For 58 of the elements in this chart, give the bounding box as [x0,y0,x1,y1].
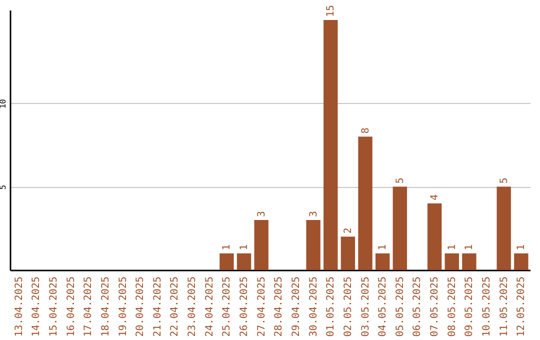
data-label: 5 [394,178,406,184]
x-tick-label: 11.05.2025 [498,276,510,337]
bar [427,203,442,270]
data-label: 1 [516,244,528,250]
bar [358,136,372,270]
x-tick-label: 24.04.2025 [204,276,216,337]
x-tick-label: 08.05.2025 [446,276,458,337]
x-tick-label: 17.04.2025 [83,276,94,337]
x-tick-label: 18.04.2025 [100,276,112,337]
x-tick-label: 02.05.2025 [342,276,354,337]
bar [375,253,390,270]
bar [236,253,252,270]
bar [306,220,320,270]
bar [444,253,459,270]
bar [324,20,338,270]
bar [514,253,528,270]
x-tick-label: 19.04.2025 [118,276,129,337]
data-label: 1 [239,244,250,250]
x-tick-label: 30.04.2025 [308,276,320,337]
x-tick-label: 15.04.2025 [48,276,60,337]
data-label: 5 [498,178,510,184]
x-tick-label: 12.05.2025 [516,276,528,337]
x-tick-label: 26.04.2025 [239,276,250,337]
data-label: 4 [430,194,441,200]
x-tick-label: 04.05.2025 [378,276,389,337]
x-tick-label: 13.04.2025 [14,276,25,337]
x-tick-label: 06.05.2025 [412,276,424,337]
data-label: 2 [342,228,354,234]
data-label: 3 [308,210,320,217]
x-tick-label: 21.04.2025 [152,276,164,337]
x-tick-label: 01.05.2025 [326,276,337,337]
bar [254,220,268,270]
x-tick-label: 07.05.2025 [430,276,441,337]
x-tick-label: 28.04.2025 [274,276,285,337]
bar [462,253,476,270]
x-tick-label: 23.04.2025 [187,276,198,337]
bar [220,253,234,270]
data-label: 1 [446,244,458,250]
x-tick-label: 29.04.2025 [290,276,302,337]
data-label: 1 [222,244,233,250]
data-label: 1 [464,244,476,250]
x-tick-label: 20.04.2025 [135,276,146,337]
x-tick-label: 14.04.2025 [31,276,42,337]
data-label: 3 [256,210,268,217]
x-tick-label: 25.04.2025 [222,276,233,337]
bar [340,236,356,270]
x-tick-label: 09.05.2025 [464,276,476,337]
data-label: 1 [378,244,389,250]
x-tick-label: 16.04.2025 [66,276,77,337]
data-label: 15 [326,4,337,17]
bar [392,186,408,270]
x-tick-label: 10.05.2025 [482,276,493,337]
x-tick-label: 05.05.2025 [394,276,406,337]
bar [496,186,511,270]
x-tick-label: 22.04.2025 [170,276,181,337]
x-tick-label: 03.05.2025 [360,276,372,337]
x-tick-label: 27.04.2025 [256,276,268,337]
data-label: 8 [360,128,372,134]
